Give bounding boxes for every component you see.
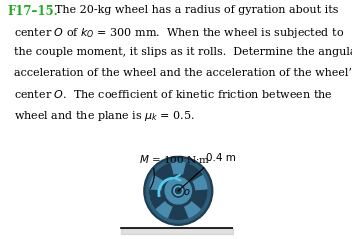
- Polygon shape: [150, 176, 178, 191]
- Text: $o$: $o$: [183, 187, 190, 197]
- Circle shape: [163, 195, 165, 196]
- Circle shape: [172, 185, 184, 197]
- Circle shape: [168, 178, 170, 179]
- Polygon shape: [156, 191, 178, 217]
- Circle shape: [162, 175, 194, 207]
- Text: the couple moment, it slips as it rolls.  Determine the angular: the couple moment, it slips as it rolls.…: [14, 47, 352, 57]
- Text: The 20-kg wheel has a radius of gyration about its: The 20-kg wheel has a radius of gyration…: [55, 5, 338, 15]
- Text: center $O$ of $k_O$ = 300 mm.  When the wheel is subjected to: center $O$ of $k_O$ = 300 mm. When the w…: [14, 26, 344, 40]
- Circle shape: [174, 186, 183, 195]
- Circle shape: [150, 162, 207, 219]
- Circle shape: [146, 159, 210, 223]
- Text: center $O$.  The coefficient of kinetic friction between the: center $O$. The coefficient of kinetic f…: [14, 88, 333, 100]
- Circle shape: [192, 195, 194, 196]
- Text: F17–15.: F17–15.: [7, 5, 58, 18]
- Text: $M$ = 100 N·m: $M$ = 100 N·m: [139, 153, 210, 165]
- Polygon shape: [178, 191, 200, 217]
- Circle shape: [177, 205, 179, 207]
- Circle shape: [165, 178, 191, 204]
- Text: wheel and the plane is $\mu_k$ = 0.5.: wheel and the plane is $\mu_k$ = 0.5.: [14, 109, 195, 123]
- Circle shape: [150, 162, 207, 219]
- Text: acceleration of the wheel and the acceleration of the wheel’s: acceleration of the wheel and the accele…: [14, 68, 352, 78]
- Text: 0.4 m: 0.4 m: [206, 153, 236, 163]
- Polygon shape: [178, 176, 207, 191]
- Polygon shape: [171, 162, 185, 191]
- Circle shape: [186, 178, 188, 179]
- Circle shape: [144, 156, 213, 225]
- Circle shape: [175, 188, 181, 194]
